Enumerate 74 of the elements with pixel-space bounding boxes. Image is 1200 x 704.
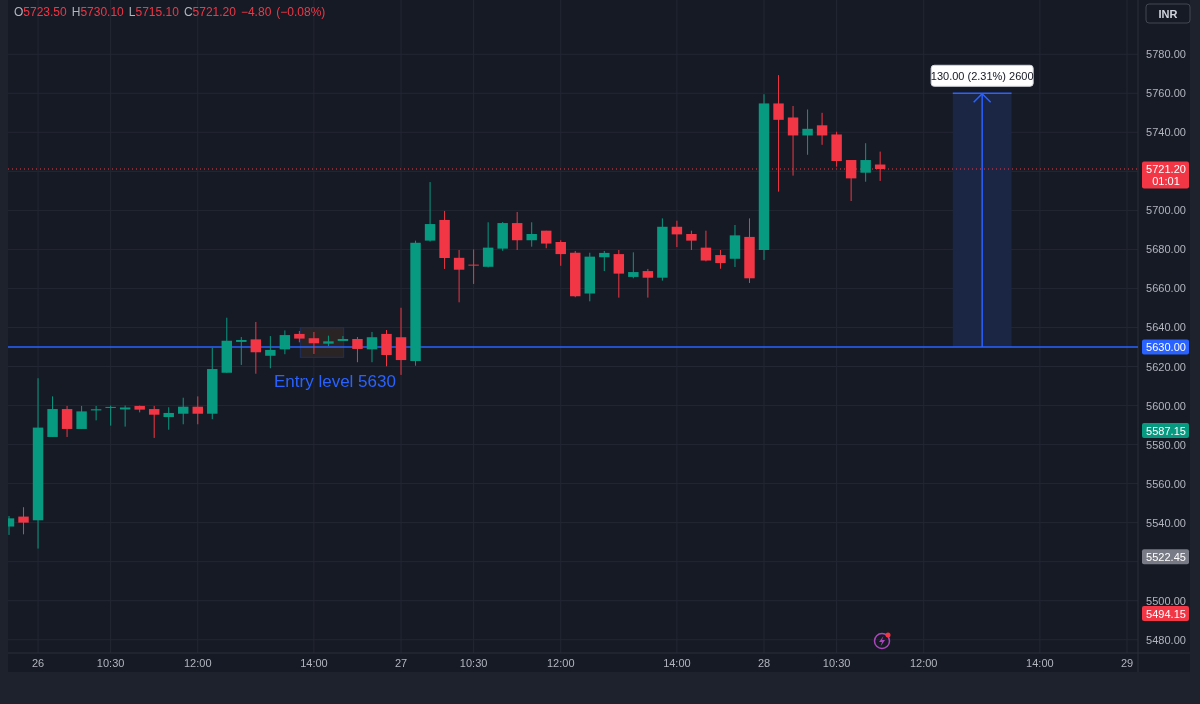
- candlestick: [599, 250, 610, 272]
- candlestick: [250, 321, 262, 375]
- x-tick-label: 14:00: [663, 657, 691, 669]
- candlestick: [308, 331, 320, 355]
- candlestick: [511, 211, 523, 251]
- x-tick-label: 10:30: [459, 657, 488, 669]
- candlestick: [729, 224, 741, 268]
- y-tick-label: 5620.00: [1146, 360, 1186, 373]
- ref-line-label: 5630.00: [1146, 340, 1186, 353]
- y-tick-label: 5740.00: [1146, 126, 1186, 139]
- y-axis-title: INR: [1158, 7, 1178, 20]
- candlestick: [642, 268, 654, 299]
- y-tick-label: 5640.00: [1146, 321, 1186, 334]
- candlestick: [802, 108, 813, 156]
- y-tick-label: 5580.00: [1146, 438, 1186, 451]
- x-tick-label: 28: [757, 657, 771, 669]
- candlestick: [178, 397, 189, 425]
- ref-line-label: 5721.20 01:01: [1146, 163, 1186, 188]
- y-tick-label: 5500.00: [1146, 594, 1186, 607]
- y-tick-label: 5760.00: [1146, 87, 1186, 100]
- candlestick: [482, 221, 494, 268]
- candlestick: [453, 249, 465, 303]
- candlestick: [119, 405, 131, 428]
- y-tick-label: 5540.00: [1146, 516, 1186, 529]
- y-tick-label: 5780.00: [1146, 48, 1186, 61]
- candlestick: [352, 336, 363, 363]
- y-tick-label: 5480.00: [1146, 633, 1186, 646]
- x-tick-label: 12:00: [183, 657, 212, 669]
- candlestick: [787, 105, 799, 177]
- x-tick-label: 14:00: [300, 657, 328, 669]
- y-tick-label: 5680.00: [1146, 243, 1186, 256]
- x-tick-label: 12:00: [909, 657, 938, 669]
- candlestick: [61, 405, 73, 438]
- candlestick: [163, 406, 174, 431]
- candlestick: [18, 506, 29, 535]
- x-tick-label: 12:00: [546, 657, 575, 669]
- x-tick-label: 29: [1120, 657, 1134, 669]
- candlestick: [395, 307, 407, 376]
- candlestick: [424, 181, 436, 243]
- y-tick-label: 5700.00: [1146, 204, 1186, 217]
- candlestick: [148, 405, 160, 439]
- candlestick: [628, 251, 639, 279]
- candlestick: [860, 142, 871, 183]
- candlestick: [686, 230, 697, 251]
- candlestick: [337, 335, 349, 342]
- candlestick: [236, 336, 247, 366]
- chart-title: O5723.50 H5730.10 L5715.10 C5721.20 −4.80 (−0.08%): [14, 5, 326, 19]
- candlestick: [816, 112, 828, 146]
- candlestick: [526, 221, 537, 248]
- x-tick-label: 10:30: [822, 657, 851, 669]
- x-tick-label: 14:00: [1026, 657, 1054, 669]
- candlestick: [192, 395, 203, 425]
- text: 5522.45: [1146, 550, 1186, 563]
- candlestick: [700, 230, 712, 262]
- band-label: 130.00 (2.31%) 2600: [930, 69, 1034, 82]
- candlestick: [715, 249, 726, 270]
- x-tick-label: 27: [394, 657, 408, 669]
- candlestick: [76, 405, 87, 430]
- y-tick-label: 5660.00: [1146, 282, 1186, 295]
- x-tick-label: 26: [31, 657, 45, 669]
- candlestick: [366, 331, 378, 363]
- candlestick: [613, 249, 625, 299]
- text: 5587.15: [1146, 424, 1186, 437]
- text: 5494.15: [1146, 607, 1186, 620]
- candlestick: [381, 329, 392, 367]
- candlestick: [555, 239, 566, 267]
- y-tick-label: 5560.00: [1146, 477, 1186, 490]
- candlestick: [279, 329, 291, 355]
- annotation: Entry level 5630: [274, 372, 396, 391]
- candlestick: [468, 248, 479, 285]
- y-tick-label: 5600.00: [1146, 399, 1186, 412]
- x-tick-label: 10:30: [96, 657, 125, 669]
- candlestick: [105, 405, 116, 427]
- candlestick: [265, 335, 276, 369]
